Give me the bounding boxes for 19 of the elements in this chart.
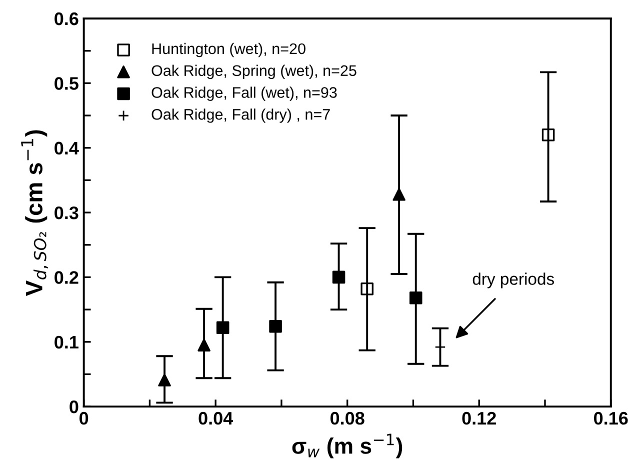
y-tick-label: 0.1 [54, 336, 78, 349]
x-tick-label: 0.04 [198, 412, 234, 425]
y-tick-label: 0.6 [54, 12, 78, 26]
y-tick-label: 0.5 [54, 77, 78, 90]
legend-label: Huntington (wet), n=20 [152, 42, 306, 58]
y-tick-label: 0.4 [54, 142, 79, 155]
legend-label: Oak Ridge, Fall (wet), n=93 [152, 86, 337, 101]
x-tick-label: 0.16 [594, 412, 628, 425]
x-tick-label: 0.12 [462, 412, 496, 425]
x-tick-label: 0 [80, 412, 88, 425]
x-tick-label: 0.08 [330, 412, 364, 425]
y-tick-label: 0 [70, 400, 78, 414]
y-tick-label: 0.2 [54, 271, 78, 284]
annotation: dry periods [472, 272, 554, 288]
legend-label: Oak Ridge, Fall (dry) , n=7 [152, 108, 330, 123]
legend-label: Oak Ridge, Spring (wet), n=25 [152, 64, 356, 80]
y-tick-label: 0.3 [54, 206, 78, 220]
y-axis-title: V$_{d,SO₂}$ (cm s$^{−1}$) [21, 130, 48, 296]
x-axis-title: σ$_{w}$ (m s$^{−1}$) [292, 434, 402, 458]
